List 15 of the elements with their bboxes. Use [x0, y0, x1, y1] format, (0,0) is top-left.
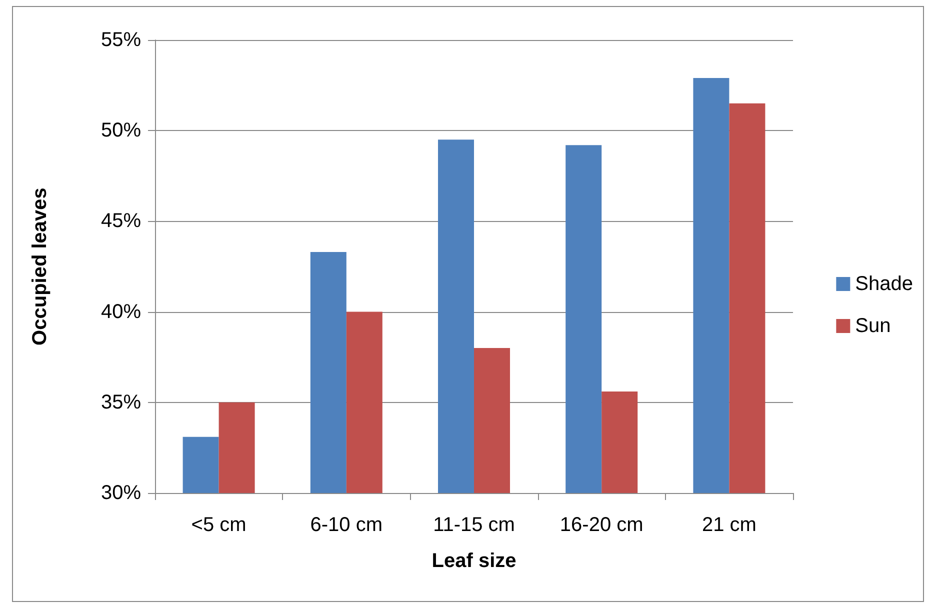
x-axis-title: Leaf size — [432, 550, 516, 572]
y-tick-label: 40% — [100, 300, 142, 323]
x-tick-label: 16-20 cm — [560, 514, 644, 536]
y-tick-label: 50% — [100, 120, 142, 142]
x-tick-label: <5 cm — [191, 514, 246, 536]
legend-label: Shade — [855, 273, 914, 295]
y-tick-label: 30% — [100, 482, 142, 504]
y-tick-label: 55% — [100, 29, 142, 51]
y-tick-label: 45% — [100, 210, 142, 232]
legend-label: Sun — [855, 315, 891, 337]
x-tick-label: 21 cm — [702, 514, 756, 536]
x-tick-label: 11-15 cm — [433, 514, 515, 536]
x-tick-label: 6-10 cm — [310, 514, 383, 536]
y-tick-label: 35% — [100, 391, 142, 414]
y-axis-title: Occupied leaves — [29, 188, 51, 346]
